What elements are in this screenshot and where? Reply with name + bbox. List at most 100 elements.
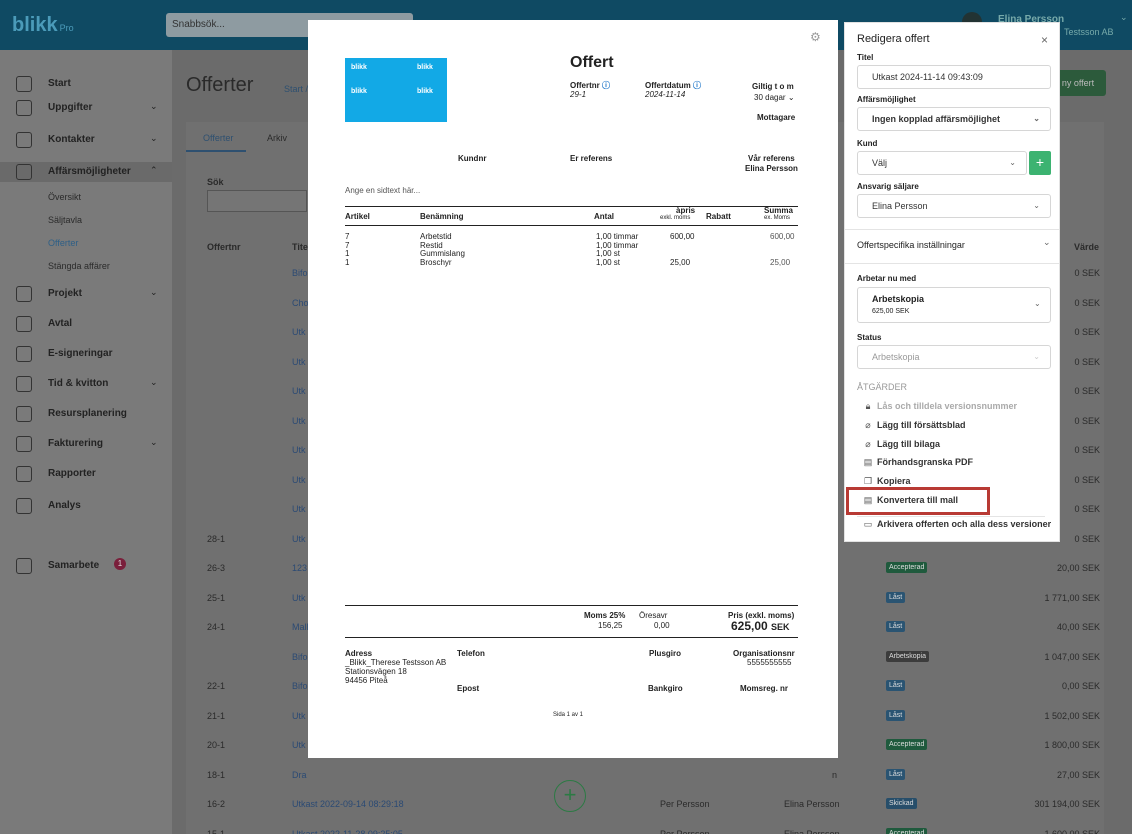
- working-select[interactable]: Arbetskopia 625,00 SEK ⌄: [857, 287, 1051, 323]
- table-row-title[interactable]: Dra: [292, 769, 307, 780]
- line-article: 7: [345, 240, 350, 250]
- sidebar-item-resursplanering[interactable]: Resursplanering: [0, 404, 172, 424]
- table-row-title[interactable]: Bifo: [292, 681, 308, 691]
- sidebar-icon: [16, 376, 32, 392]
- sidebar-item-start[interactable]: Start: [0, 74, 172, 94]
- table-row-title[interactable]: Utk: [292, 592, 306, 603]
- column-title[interactable]: Titel: [292, 242, 311, 252]
- table-row-title[interactable]: Utk: [292, 504, 306, 514]
- close-icon[interactable]: ×: [1041, 33, 1049, 47]
- sidebar-item-uppgifter[interactable]: Uppgifter ⌄: [0, 98, 172, 118]
- table-row-title[interactable]: Utk: [292, 356, 306, 367]
- table-row-title[interactable]: Bifo: [292, 651, 308, 662]
- search-input[interactable]: [207, 190, 307, 212]
- copy-action[interactable]: ❐ Kopiera: [861, 476, 911, 487]
- add-coverpage-action[interactable]: ⌀ Lägg till försättsblad: [861, 420, 965, 431]
- status-badge: Låst: [886, 591, 906, 603]
- settings-gear-icon[interactable]: ⚙: [810, 30, 821, 44]
- status-select[interactable]: Arbetskopia ⌄: [857, 345, 1051, 369]
- breadcrumb[interactable]: Start /: [284, 84, 309, 94]
- add-customer-button[interactable]: +: [1029, 151, 1051, 175]
- line-name: Arbetstid: [420, 232, 452, 241]
- table-row-title[interactable]: Cho: [292, 297, 309, 308]
- edit-offer-panel: Redigera offert × Titel Utkast 2024-11-1…: [844, 22, 1060, 542]
- kund-select[interactable]: Välj ⌄: [857, 151, 1027, 175]
- titel-input[interactable]: Utkast 2024-11-14 09:43:09: [857, 65, 1051, 89]
- var-referens-value[interactable]: Elina Persson: [745, 164, 798, 173]
- sidebar-subitem-stangda[interactable]: Stängda affärer: [48, 261, 110, 271]
- company-logo[interactable]: blikk blikk blikk blikk: [345, 58, 447, 122]
- column-offertnr[interactable]: Offertnr: [207, 242, 241, 252]
- user-name[interactable]: Elina Persson: [998, 14, 1065, 25]
- sidebar-item-analys[interactable]: Analys: [0, 496, 172, 516]
- info-icon[interactable]: ⓘ: [602, 81, 611, 90]
- table-row-title[interactable]: Utk: [292, 533, 306, 544]
- info-icon[interactable]: ⓘ: [693, 81, 702, 90]
- lock-version-action[interactable]: 🔒︎ Lås och tilldela versionsnummer: [861, 401, 1017, 412]
- table-row-title[interactable]: Utk: [292, 474, 306, 485]
- chevron-down-icon[interactable]: ⌄: [1043, 237, 1051, 247]
- table-row-title[interactable]: Mall: [292, 622, 309, 632]
- chevron-down-icon: ⌄: [1034, 299, 1041, 308]
- line-price: 600,00: [670, 232, 695, 241]
- aff-select[interactable]: Ingen kopplad affärsmöjlighet ⌄: [857, 107, 1051, 131]
- table-row-nr: 28-1: [207, 533, 226, 544]
- table-row-title[interactable]: Utk: [292, 740, 306, 750]
- col-summa: Summa: [764, 206, 793, 215]
- recipient-label[interactable]: Mottagare: [757, 113, 796, 122]
- table-row-title[interactable]: Utkast 2022-09-14 08:29:18: [292, 799, 404, 809]
- app-logo[interactable]: blikk Pro: [12, 14, 74, 36]
- er-referens-label: Er referens: [570, 154, 613, 163]
- table-row-title[interactable]: Utk: [292, 415, 306, 426]
- sidebar-item-samarbete[interactable]: Samarbete: [0, 556, 172, 576]
- table-row-title[interactable]: Utk: [292, 386, 306, 396]
- tab-offerter[interactable]: Offerter: [203, 133, 234, 143]
- table-row-title[interactable]: Utk: [292, 445, 306, 455]
- seller-select[interactable]: Elina Persson ⌄: [857, 194, 1051, 218]
- table-row-title[interactable]: Utk: [292, 327, 306, 337]
- sidebar-item-e-signeringar[interactable]: E-signeringar: [0, 344, 172, 364]
- offertdatum-value[interactable]: 2024-11-14: [645, 90, 686, 99]
- table-row-title[interactable]: Utkast 2022-11-28 09:25:05: [292, 828, 403, 834]
- offertnr-label: Offertnr ⓘ: [570, 81, 611, 90]
- sidebar-subitem-offerter[interactable]: Offerter: [48, 238, 79, 248]
- company-name[interactable]: Testsson AB: [1064, 27, 1114, 37]
- add-attachment-action[interactable]: ⌀ Lägg till bilaga: [861, 439, 940, 450]
- table-row-value: 1 502,00 SEK: [1044, 710, 1100, 721]
- archive-action[interactable]: ▭ Arkivera offerten och alla dess version…: [861, 519, 1051, 530]
- divider: [845, 263, 1059, 264]
- status-badge: Accepterad: [886, 739, 928, 750]
- pris-value: 625,00 SEK: [731, 619, 790, 633]
- table-row-title[interactable]: Utk: [292, 710, 306, 721]
- table-row-value: 0 SEK: [1074, 445, 1100, 455]
- tab-arkiv[interactable]: Arkiv: [267, 133, 287, 143]
- offer-settings-toggle[interactable]: Offertspecifika inställningar: [857, 240, 965, 250]
- table-row-value: 0 SEK: [1074, 297, 1100, 308]
- sidebar-item-rapporter[interactable]: Rapporter: [0, 464, 172, 484]
- sidebar-item-avtal[interactable]: Avtal: [0, 314, 172, 334]
- preview-pdf-action[interactable]: ▤ Förhandsgranska PDF: [861, 457, 973, 468]
- table-row-title[interactable]: 123: [292, 563, 308, 573]
- offertnr-value: 29-1: [570, 90, 587, 99]
- add-floating-button[interactable]: +: [554, 780, 586, 812]
- table-row-title[interactable]: Bifo: [292, 268, 308, 278]
- line-price: 25,00: [670, 257, 691, 267]
- table-row-nr: 21-1: [207, 710, 226, 721]
- momsreg-label: Momsreg. nr: [740, 684, 789, 693]
- convert-template-action[interactable]: ▤ Konvertera till mall: [861, 495, 958, 506]
- sidebar-item-fakturering[interactable]: Fakturering ⌄: [0, 434, 172, 454]
- table-row-nr: 26-3: [207, 563, 226, 573]
- seller-label: Ansvarig säljare: [857, 182, 919, 191]
- sidebar-item-projekt[interactable]: Projekt ⌄: [0, 284, 172, 304]
- column-value[interactable]: Värde: [1074, 242, 1100, 252]
- valid-select[interactable]: 30 dagar ⌄: [754, 93, 795, 102]
- table-row-nr: 16-2: [207, 799, 226, 809]
- sidebar-item-tid-kvitton[interactable]: Tid & kvitton ⌄: [0, 374, 172, 394]
- sidebar-subitem-oversikt[interactable]: Översikt: [48, 192, 82, 202]
- sidebar-subitem-saljtavla[interactable]: Säljtavla: [48, 215, 83, 225]
- chevron-down-icon[interactable]: ⌄: [1120, 12, 1128, 22]
- subtext-input[interactable]: Ange en sidtext här...: [345, 186, 421, 195]
- sidebar-item-affärsmöjligheter[interactable]: Affärsmöjligheter ⌃: [0, 162, 172, 182]
- col-benamning: Benämning: [420, 212, 464, 221]
- sidebar-item-kontakter[interactable]: Kontakter ⌄: [0, 130, 172, 150]
